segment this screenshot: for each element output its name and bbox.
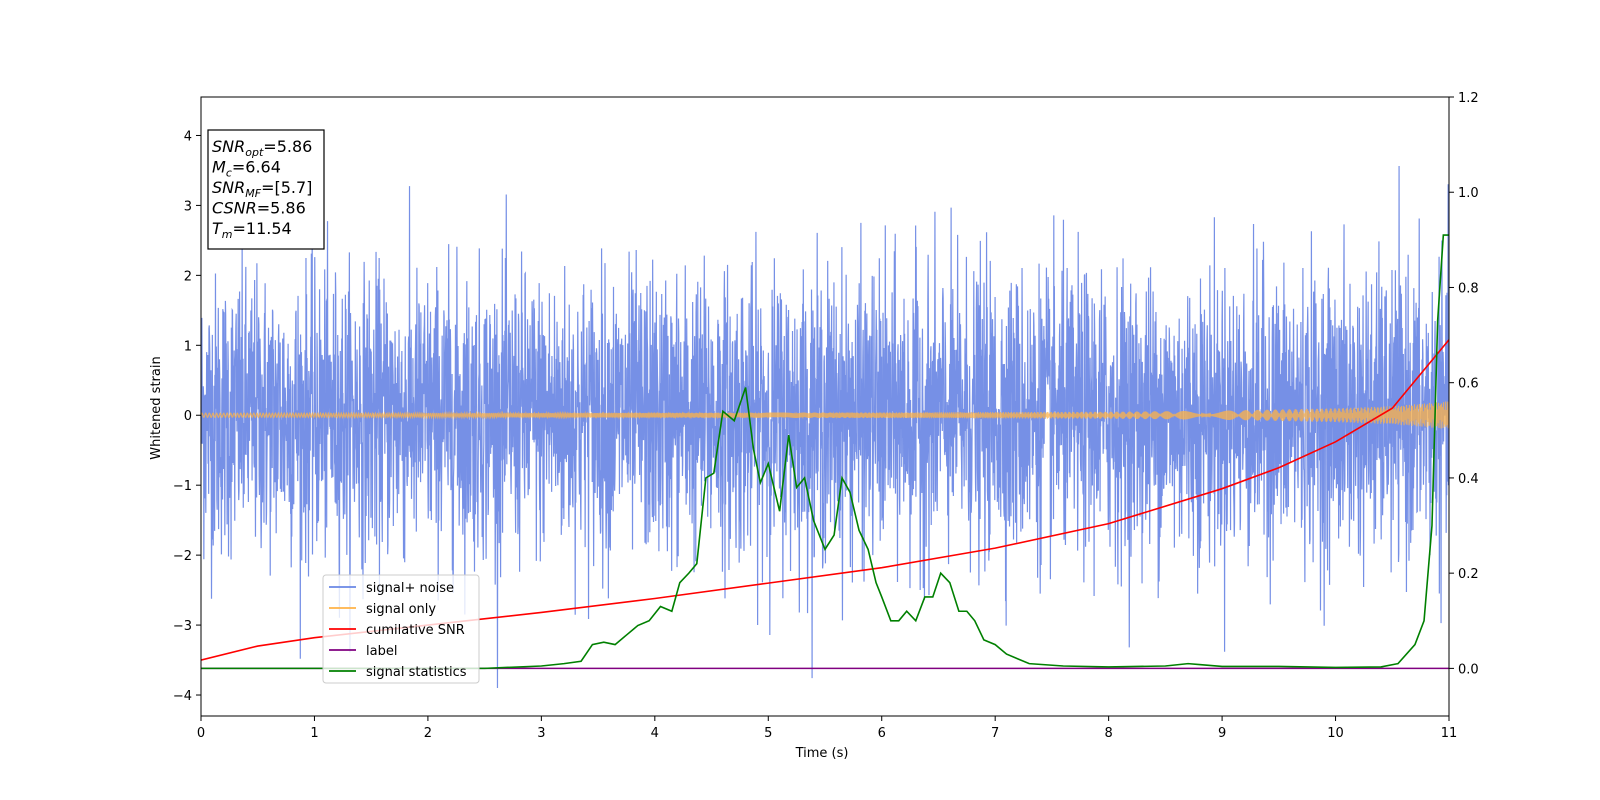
x-tick-label: 0 [197, 726, 205, 741]
x-tick-label: 11 [1441, 726, 1458, 741]
info-box-frame [207, 129, 325, 250]
x-tick-label: 4 [651, 726, 659, 741]
x-tick-label: 6 [878, 726, 886, 741]
info-line: Tm=11.54 [212, 219, 292, 241]
series-signal-statistics [201, 234, 1449, 670]
info-line: SNRMF=[5.7] [212, 178, 312, 200]
y-axis-label: Whitened strain [149, 356, 164, 459]
legend-frame [322, 574, 480, 684]
x-tick-label: 8 [1104, 726, 1112, 741]
y-left-tick-label: 2 [184, 269, 192, 284]
axes: 0 1 2 3 4 5 6 7 8 9 10 1143210−1−2−3−41.21.00.80.60… [173, 91, 1479, 741]
x-tick-label: 5 [764, 726, 772, 741]
y-right-tick-label: 0.4 [1458, 472, 1479, 487]
y-left-tick-label: 4 [184, 129, 192, 144]
legend-label: signal statistics [366, 665, 467, 680]
legend-label: signal+ noise [366, 581, 454, 596]
legend-label: cumilative SNR [366, 623, 465, 638]
x-tick-label: 1 [310, 726, 318, 741]
y-left-tick-label: −4 [173, 689, 192, 704]
info-line: SNRopt=5.86 [212, 137, 312, 159]
y-right-tick-label: 0.6 [1458, 377, 1479, 392]
y-left-tick-label: −2 [173, 549, 192, 564]
series-signal-noise [201, 165, 1449, 689]
y-right-tick-label: 0.0 [1458, 662, 1479, 677]
x-tick-label: 3 [537, 726, 545, 741]
x-tick-label: 9 [1218, 726, 1226, 741]
y-left-tick-label: 0 [184, 409, 192, 424]
legend-label: signal only [366, 602, 436, 617]
legend-label: label [366, 644, 397, 659]
info-box: SNRopt=5.86Mc=6.64SNRMF=[5.7]CSNR=5.86Tm… [207, 129, 325, 250]
y-left-tick-label: −1 [173, 479, 192, 494]
info-line: CSNR=5.86 [212, 199, 306, 218]
y-left-tick-label: 3 [184, 199, 192, 214]
axes-frame [200, 96, 1450, 717]
y-left-tick-label: −3 [173, 619, 192, 634]
info-line: Mc=6.64 [212, 158, 281, 180]
y-right-tick-label: 0.8 [1458, 281, 1479, 296]
y-right-tick-label: 1.2 [1458, 91, 1479, 106]
x-tick-label: 2 [424, 726, 432, 741]
x-tick-label: 7 [991, 726, 999, 741]
x-axis-label: Time (s) [795, 746, 849, 761]
x-tick-label: 10 [1327, 726, 1344, 741]
legend: signal+ noise signal only cumilative SNR la… [322, 574, 480, 684]
y-left-tick-label: 1 [184, 339, 192, 354]
y-right-tick-label: 0.2 [1458, 567, 1479, 582]
series-signal-only [201, 401, 1449, 429]
y-right-tick-label: 1.0 [1458, 186, 1479, 201]
